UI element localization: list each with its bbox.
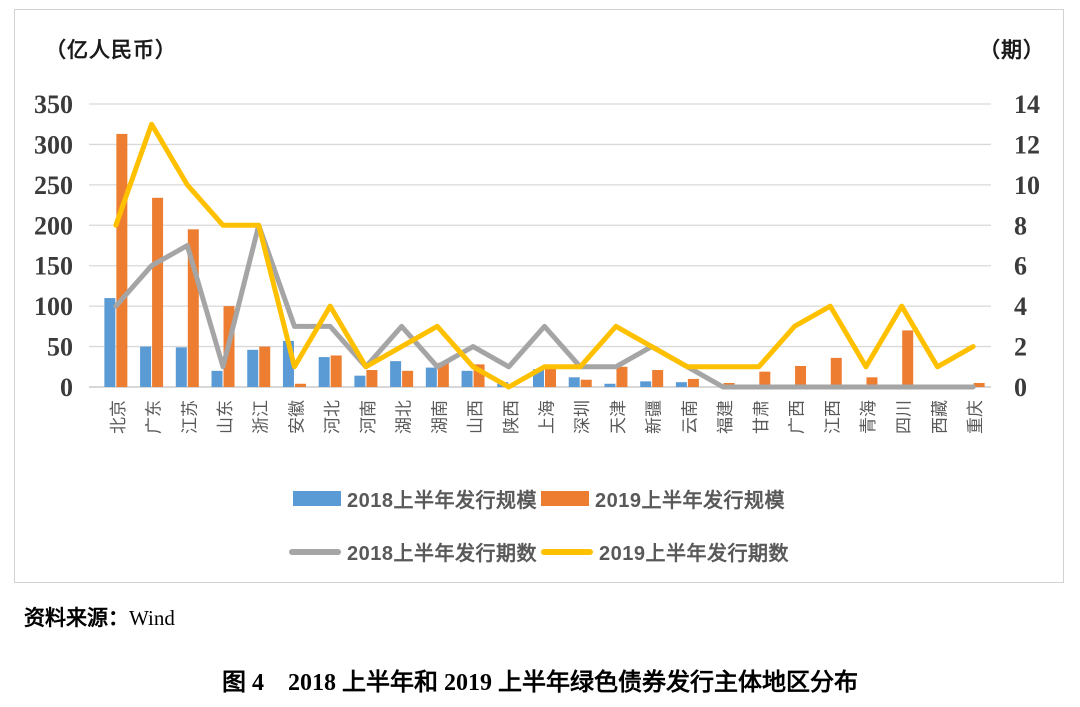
- legend-swatch-2019-count: [541, 548, 593, 555]
- left-axis-unit-label: （亿人民币）: [45, 38, 177, 62]
- svg-text:12: 12: [1014, 130, 1040, 159]
- chart-panel: （亿人民币） （期） 0 50 100 150 200 250 300 350 0 2 4 6 8 10 1…: [14, 9, 1064, 583]
- svg-text:江苏: 江苏: [180, 400, 199, 434]
- legend-row-bars: 2018上半年发行规模 2019上半年发行规模: [291, 484, 787, 513]
- svg-text:广东: 广东: [145, 400, 164, 434]
- svg-text:广西: 广西: [788, 400, 807, 434]
- legend-item-2018-scale: 2018上半年发行规模: [293, 484, 537, 513]
- svg-text:150: 150: [34, 252, 73, 281]
- svg-text:西藏: 西藏: [930, 400, 949, 434]
- source-label: 资料来源：: [24, 606, 129, 630]
- svg-text:山东: 山东: [216, 400, 235, 434]
- svg-text:江西: 江西: [823, 400, 842, 434]
- svg-text:0: 0: [1014, 373, 1027, 402]
- chart-legend: 2018上半年发行规模 2019上半年发行规模 2018上半年发行期数 2019…: [15, 484, 1063, 566]
- svg-text:青海: 青海: [859, 400, 878, 434]
- svg-text:福建: 福建: [716, 400, 735, 434]
- svg-text:200: 200: [34, 211, 73, 240]
- combo-chart: 0 50 100 150 200 250 300 350 0 2 4 6 8 10 12 14 北京 广东 江苏 山东…: [34, 90, 1040, 434]
- svg-text:北京: 北京: [109, 400, 128, 434]
- svg-text:安徽: 安徽: [287, 400, 306, 434]
- svg-text:河南: 河南: [359, 400, 378, 434]
- svg-text:甘肃: 甘肃: [752, 400, 771, 434]
- legend-swatch-2018-count: [289, 548, 341, 555]
- source-line: 资料来源：Wind: [24, 602, 175, 632]
- source-value: Wind: [129, 606, 175, 630]
- svg-text:四川: 四川: [895, 400, 914, 434]
- svg-text:湖南: 湖南: [430, 400, 449, 434]
- svg-text:新疆: 新疆: [645, 400, 664, 434]
- svg-text:重庆: 重庆: [966, 400, 985, 434]
- svg-text:10: 10: [1014, 171, 1040, 200]
- legend-swatch-2018-scale: [293, 491, 341, 506]
- svg-text:2: 2: [1014, 333, 1027, 362]
- right-axis-unit-label: （期）: [979, 38, 1045, 62]
- svg-text:湖北: 湖北: [395, 400, 414, 434]
- svg-text:14: 14: [1014, 90, 1040, 119]
- legend-label-2018-count: 2018上半年发行期数: [347, 543, 537, 565]
- svg-text:100: 100: [34, 292, 73, 321]
- legend-label-2019-scale: 2019上半年发行规模: [595, 490, 785, 512]
- svg-text:山西: 山西: [466, 400, 485, 434]
- svg-text:云南: 云南: [680, 400, 699, 434]
- legend-item-2018-count: 2018上半年发行期数: [289, 537, 537, 566]
- svg-text:陕西: 陕西: [502, 400, 521, 434]
- svg-text:6: 6: [1014, 252, 1027, 281]
- figure-caption: 图 4 2018 上半年和 2019 上半年绿色债券发行主体地区分布: [222, 670, 858, 696]
- svg-text:50: 50: [47, 333, 73, 362]
- svg-text:4: 4: [1014, 292, 1027, 321]
- svg-text:0: 0: [60, 373, 73, 402]
- svg-text:350: 350: [34, 90, 73, 119]
- svg-text:300: 300: [34, 130, 73, 159]
- legend-label-2019-count: 2019上半年发行期数: [599, 543, 789, 565]
- svg-text:河北: 河北: [323, 400, 342, 434]
- svg-text:深圳: 深圳: [573, 400, 592, 434]
- svg-text:8: 8: [1014, 211, 1027, 240]
- legend-label-2018-scale: 2018上半年发行规模: [347, 490, 537, 512]
- legend-swatch-2019-scale: [541, 491, 589, 506]
- legend-row-lines: 2018上半年发行期数 2019上半年发行期数: [287, 537, 791, 566]
- svg-text:天津: 天津: [609, 400, 628, 434]
- svg-text:浙江: 浙江: [252, 400, 271, 434]
- svg-text:250: 250: [34, 171, 73, 200]
- legend-item-2019-count: 2019上半年发行期数: [541, 537, 789, 566]
- legend-item-2019-scale: 2019上半年发行规模: [541, 484, 785, 513]
- svg-text:上海: 上海: [538, 400, 557, 434]
